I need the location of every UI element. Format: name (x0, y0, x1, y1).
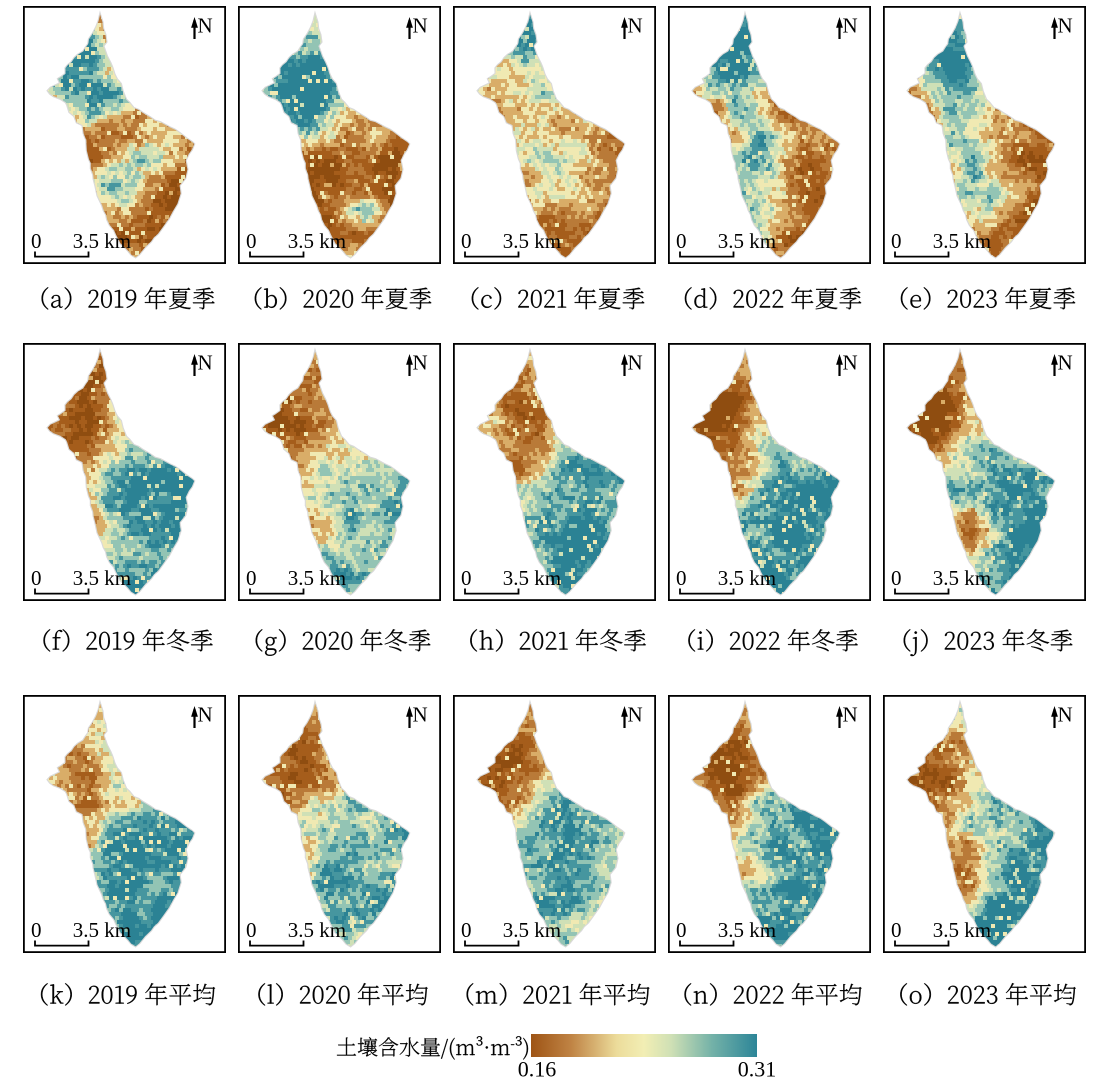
svg-text:3.5 km: 3.5 km (73, 229, 131, 253)
svg-text:N: N (843, 703, 858, 727)
svg-text:3.5 km: 3.5 km (288, 566, 346, 590)
svg-text:N: N (1058, 14, 1073, 38)
svg-text:0: 0 (31, 566, 41, 590)
svg-text:3.5 km: 3.5 km (73, 918, 131, 942)
svg-text:N: N (628, 703, 643, 727)
svg-text:N: N (628, 14, 643, 38)
svg-text:0: 0 (461, 918, 472, 942)
svg-text:0: 0 (246, 229, 257, 253)
svg-text:0: 0 (676, 566, 687, 590)
svg-text:3.5 km: 3.5 km (718, 566, 776, 590)
svg-text:0: 0 (676, 229, 687, 253)
svg-text:3.5 km: 3.5 km (73, 566, 131, 590)
svg-text:0: 0 (676, 918, 687, 942)
svg-text:0: 0 (891, 229, 902, 253)
svg-text:0: 0 (461, 229, 472, 253)
svg-text:0: 0 (246, 918, 257, 942)
svg-text:3.5 km: 3.5 km (933, 918, 991, 942)
svg-text:0.31: 0.31 (738, 1057, 777, 1082)
svg-text:N: N (198, 14, 213, 38)
svg-text:N: N (843, 14, 858, 38)
svg-text:N: N (413, 351, 428, 375)
svg-text:N: N (1058, 703, 1073, 727)
svg-text:3.5 km: 3.5 km (718, 918, 776, 942)
svg-text:0.16: 0.16 (518, 1057, 557, 1082)
svg-text:N: N (198, 703, 213, 727)
svg-text:N: N (843, 351, 858, 375)
svg-text:0: 0 (246, 566, 257, 590)
svg-text:3.5 km: 3.5 km (503, 229, 561, 253)
svg-text:3.5 km: 3.5 km (288, 918, 346, 942)
svg-text:N: N (628, 351, 643, 375)
svg-text:3.5 km: 3.5 km (503, 566, 561, 590)
svg-text:N: N (198, 351, 213, 375)
svg-text:0: 0 (461, 566, 472, 590)
svg-text:3.5 km: 3.5 km (503, 918, 561, 942)
svg-text:N: N (413, 703, 428, 727)
svg-text:0: 0 (31, 918, 41, 942)
svg-text:3.5 km: 3.5 km (933, 566, 991, 590)
svg-text:3.5 km: 3.5 km (288, 229, 346, 253)
svg-text:0: 0 (891, 918, 902, 942)
svg-text:3.5 km: 3.5 km (718, 229, 776, 253)
svg-text:N: N (1058, 351, 1073, 375)
svg-text:0: 0 (891, 566, 902, 590)
svg-text:N: N (413, 14, 428, 38)
svg-text:0: 0 (31, 229, 41, 253)
svg-text:3.5 km: 3.5 km (933, 229, 991, 253)
